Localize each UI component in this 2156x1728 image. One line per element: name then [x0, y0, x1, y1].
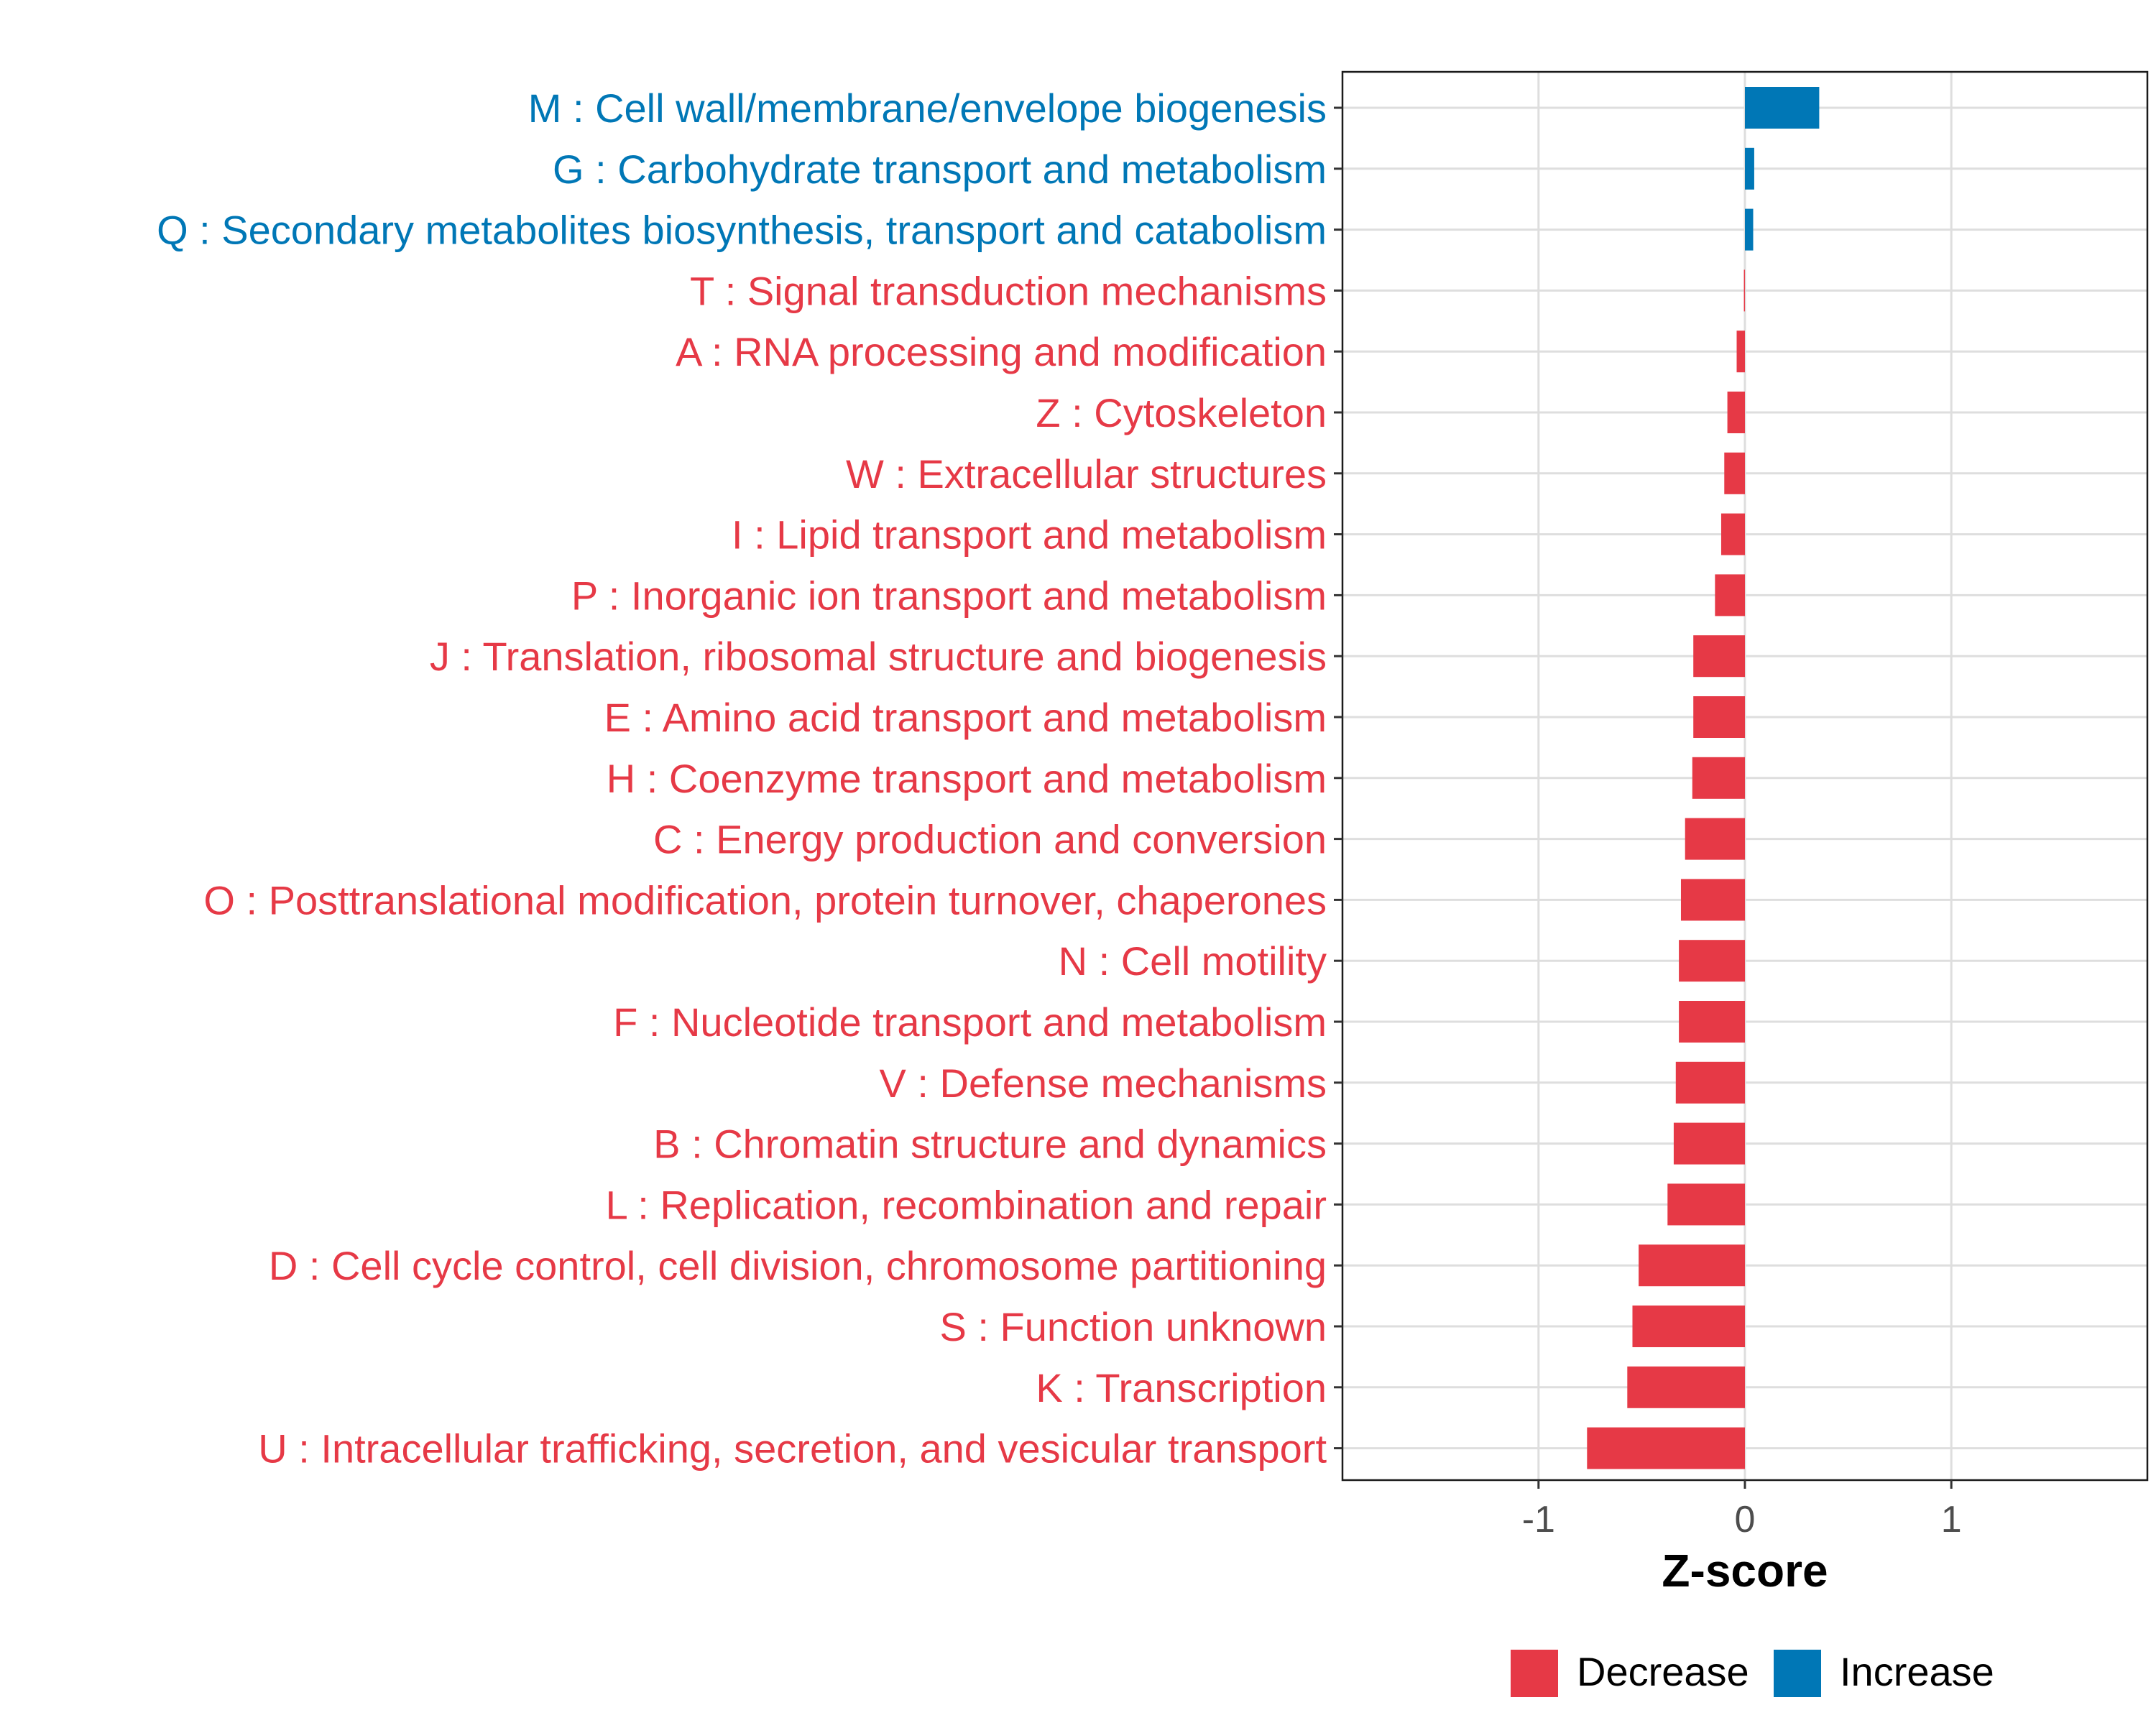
bar-v	[1675, 1061, 1745, 1104]
category-label: F : Nucleotide transport and metabolism	[613, 999, 1327, 1045]
bar-t	[1743, 269, 1746, 312]
bar-m	[1745, 87, 1820, 129]
bar-b	[1673, 1122, 1745, 1165]
bar-o	[1680, 879, 1745, 921]
category-label: T : Signal transduction mechanisms	[690, 268, 1327, 313]
category-label: Z : Cytoskeleton	[1036, 390, 1327, 435]
bar-i	[1720, 513, 1745, 555]
bar-d	[1639, 1244, 1745, 1287]
category-label: V : Defense mechanisms	[880, 1061, 1327, 1106]
y-axis-ticks	[1334, 106, 1342, 1450]
category-label: Q : Secondary metabolites biosynthesis, …	[157, 208, 1327, 253]
bar-q	[1745, 208, 1754, 251]
category-label: M : Cell wall/membrane/envelope biogenes…	[528, 86, 1327, 131]
bar-z	[1727, 392, 1745, 433]
bar-h	[1692, 757, 1745, 799]
bar-c	[1685, 818, 1745, 860]
bar-w	[1724, 452, 1745, 494]
category-label: L : Replication, recombination and repai…	[606, 1182, 1327, 1227]
category-label: G : Carbohydrate transport and metabolis…	[553, 147, 1327, 192]
bar-e	[1693, 696, 1745, 738]
bar-k	[1627, 1366, 1745, 1408]
bar-n	[1679, 940, 1745, 982]
category-label: H : Coenzyme transport and metabolism	[607, 756, 1327, 801]
legend: Decrease Increase	[1511, 1649, 1994, 1697]
category-label: O : Posttranslational modification, prot…	[203, 877, 1327, 923]
x-tick-label: 1	[1941, 1499, 1962, 1540]
legend-key-decrease	[1511, 1650, 1558, 1697]
bar-l	[1667, 1183, 1745, 1226]
legend-label-decrease: Decrease	[1577, 1649, 1749, 1694]
legend-key-increase	[1774, 1650, 1821, 1697]
category-label: I : Lipid transport and metabolism	[732, 512, 1327, 558]
y-axis-labels: M : Cell wall/membrane/envelope biogenes…	[157, 86, 1327, 1471]
category-label: N : Cell motility	[1059, 938, 1327, 984]
bar-p	[1715, 574, 1745, 616]
bar-a	[1736, 331, 1745, 373]
bars	[1587, 87, 1820, 1469]
bar-f	[1679, 1001, 1745, 1043]
bar-j	[1693, 635, 1745, 678]
category-label: J : Translation, ribosomal structure and…	[430, 634, 1327, 679]
category-label: P : Inorganic ion transport and metaboli…	[571, 573, 1327, 618]
x-axis-title: Z-score	[1662, 1545, 1828, 1597]
category-label: S : Function unknown	[939, 1304, 1327, 1349]
x-tick-label: 0	[1735, 1499, 1756, 1540]
category-label: D : Cell cycle control, cell division, c…	[269, 1243, 1327, 1288]
category-label: K : Transcription	[1036, 1365, 1327, 1410]
bar-g	[1745, 147, 1754, 190]
bar-u	[1587, 1427, 1745, 1469]
category-label: U : Intracellular trafficking, secretion…	[258, 1426, 1327, 1471]
x-axis-ticks: -1 0 1	[1522, 1480, 1962, 1540]
category-label: A : RNA processing and modification	[676, 329, 1327, 374]
category-label: W : Extracellular structures	[846, 451, 1327, 496]
category-label: E : Amino acid transport and metabolism	[604, 695, 1327, 740]
category-label: B : Chromatin structure and dynamics	[653, 1122, 1327, 1167]
category-label: C : Energy production and conversion	[653, 817, 1327, 862]
x-tick-label: -1	[1522, 1499, 1555, 1540]
legend-label-increase: Increase	[1840, 1649, 1994, 1694]
bar-s	[1632, 1306, 1745, 1347]
